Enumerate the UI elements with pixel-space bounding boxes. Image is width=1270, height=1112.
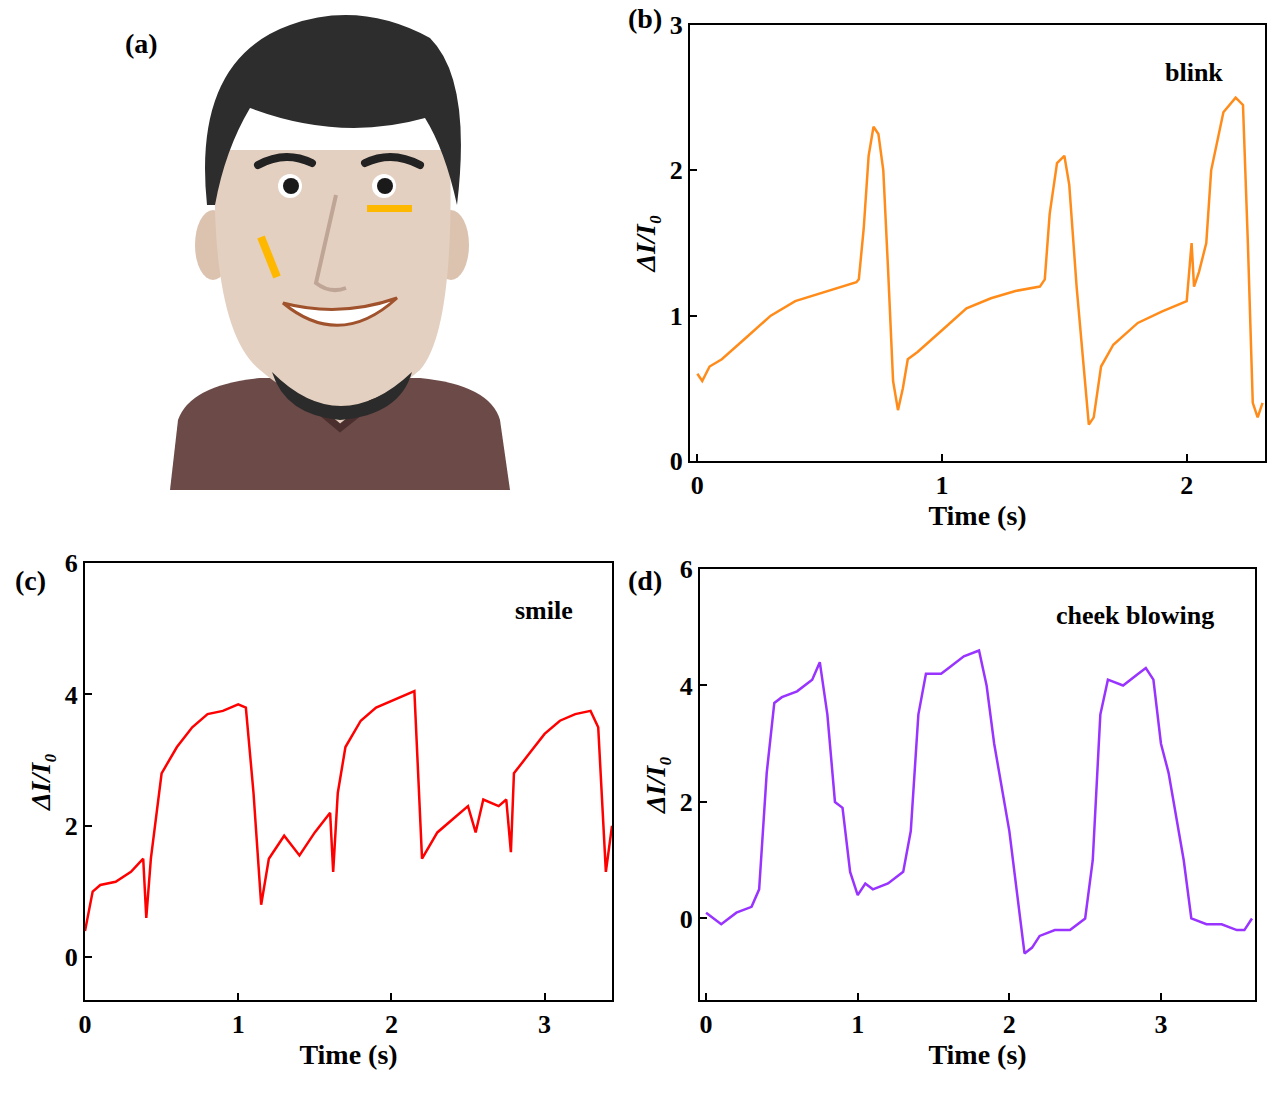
svg-text:6: 6: [680, 555, 693, 584]
svg-text:1: 1: [936, 471, 949, 500]
svg-text:6: 6: [65, 549, 78, 578]
svg-text:smile: smile: [515, 596, 573, 625]
svg-text:3: 3: [538, 1010, 551, 1039]
svg-text:0: 0: [680, 905, 693, 934]
svg-text:blink: blink: [1165, 58, 1223, 87]
svg-text:(b): (b): [628, 3, 662, 34]
svg-text:1: 1: [232, 1010, 245, 1039]
svg-text:cheek blowing: cheek blowing: [1056, 601, 1214, 630]
html-text:(a): (a): [125, 28, 158, 59]
svg-text:1: 1: [670, 302, 683, 331]
svg-text:0: 0: [79, 1010, 92, 1039]
svg-text:Time (s): Time (s): [299, 1039, 397, 1070]
svg-text:ΔI/I₀: ΔI/I₀: [640, 756, 671, 814]
svg-text:3: 3: [670, 11, 683, 40]
svg-text:2: 2: [670, 156, 683, 185]
svg-text:0: 0: [691, 471, 704, 500]
svg-text:ΔI/I₀: ΔI/I₀: [25, 753, 56, 811]
svg-text:Time (s): Time (s): [928, 1039, 1026, 1070]
svg-text:4: 4: [680, 672, 693, 701]
svg-text:2: 2: [385, 1010, 398, 1039]
svg-text:1: 1: [851, 1010, 864, 1039]
svg-text:4: 4: [65, 681, 78, 710]
svg-text:2: 2: [680, 788, 693, 817]
svg-text:0: 0: [700, 1010, 713, 1039]
svg-text:0: 0: [65, 943, 78, 972]
svg-text:0: 0: [670, 447, 683, 476]
svg-text:2: 2: [65, 812, 78, 841]
svg-text:3: 3: [1154, 1010, 1167, 1039]
svg-text:2: 2: [1003, 1010, 1016, 1039]
svg-text:(d): (d): [628, 565, 662, 596]
svg-text:ΔI/I₀: ΔI/I₀: [630, 215, 661, 273]
svg-text:(c): (c): [15, 565, 46, 596]
svg-text:2: 2: [1180, 471, 1193, 500]
svg-text:Time (s): Time (s): [928, 500, 1026, 531]
